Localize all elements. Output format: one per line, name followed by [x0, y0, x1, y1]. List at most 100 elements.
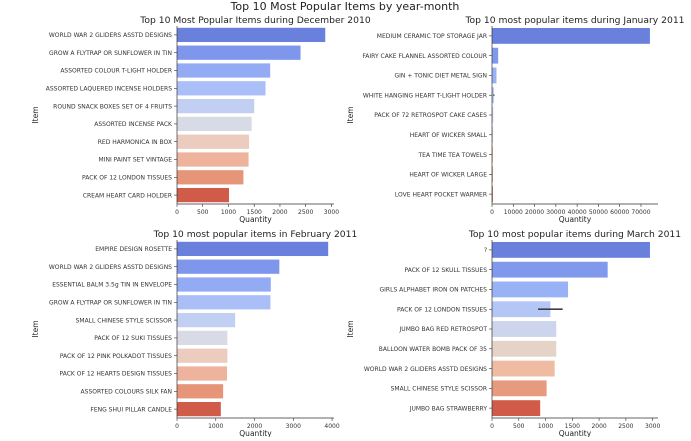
- y-tick-label: EMPIRE DESIGN ROSETTE: [95, 246, 172, 253]
- bar: [177, 170, 244, 185]
- y-tick-label: SMALL CHINESE STYLE SCISSOR: [76, 317, 172, 324]
- y-tick-label: FENG SHUI PILLAR CANDLE: [90, 406, 172, 413]
- y-tick-label: TEA TIME TEA TOWELS: [417, 152, 487, 159]
- bar: [177, 330, 228, 346]
- bar: [492, 301, 551, 318]
- y-tick-label: ROUND SNACK BOXES SET OF 4 FRUITS: [53, 103, 172, 110]
- y-tick-label: ASSORTED INCENSE PACK: [94, 121, 173, 128]
- x-tick-label: 1000: [538, 423, 553, 430]
- x-axis-label: Quantity: [559, 429, 592, 437]
- x-tick-label: 0: [175, 209, 179, 216]
- bar: [492, 186, 493, 203]
- y-tick-label: GROW A FLYTRAP OR SUNFLOWER IN TIN: [49, 50, 172, 57]
- panel-title: Top 10 Most Popular Items during Decembe…: [139, 15, 371, 26]
- bar: [177, 241, 329, 257]
- x-tick-label: 40000: [568, 209, 587, 216]
- x-tick-label: 1000: [208, 423, 223, 430]
- bar: [177, 98, 255, 114]
- panel-title: Top 10 most popular items in February 20…: [153, 229, 358, 240]
- y-tick-label: ASSORTED COLOURS SILK FAN: [81, 389, 172, 396]
- bar: [177, 384, 224, 399]
- y-tick-label: PACK OF 12 SUKI TISSUES: [94, 335, 172, 342]
- x-tick-label: 0: [175, 423, 179, 430]
- x-tick-label: 500: [197, 209, 209, 216]
- x-tick-label: 2000: [591, 423, 606, 430]
- y-tick-label: WHITE HANGING HEART T-LIGHT HOLDER: [363, 92, 487, 99]
- bar: [492, 281, 569, 298]
- bar: [492, 340, 557, 357]
- x-tick-label: 0: [490, 423, 494, 430]
- y-axis-label: Item: [346, 320, 355, 337]
- bar: [177, 366, 228, 381]
- y-tick-label: GROW A FLYTRAP OR SUNFLOWER IN TIN: [49, 300, 172, 307]
- x-axis-label: Quantity: [239, 215, 272, 224]
- bar: [492, 261, 608, 278]
- y-axis-label: Item: [31, 320, 40, 337]
- y-tick-label: GIRLS ALPHABET IRON ON PATCHES: [380, 287, 488, 294]
- x-tick-label: 1500: [247, 209, 262, 216]
- panel-title: Top 10 most popular items during March 2…: [468, 229, 681, 240]
- bar: [177, 312, 236, 328]
- x-tick-label: 2000: [247, 423, 262, 430]
- bar: [492, 241, 650, 258]
- bar: [492, 380, 547, 397]
- panel-4: Top 10 most popular items during March 2…: [346, 229, 681, 438]
- bar: [492, 67, 497, 84]
- bar: [492, 146, 493, 163]
- x-axis-label: Quantity: [559, 215, 592, 224]
- x-tick-label: 3000: [645, 423, 660, 430]
- bar: [177, 63, 271, 78]
- y-tick-label: ?: [484, 247, 487, 254]
- y-tick-label: CREAM HEART CARD HOLDER: [83, 192, 172, 199]
- x-tick-label: 60000: [610, 209, 629, 216]
- bar: [492, 107, 494, 123]
- x-tick-label: 20000: [525, 209, 544, 216]
- y-tick-label: HEART OF WICKER LARGE: [409, 172, 487, 179]
- bar: [177, 45, 301, 60]
- bar: [177, 187, 229, 203]
- bar: [177, 259, 280, 274]
- bar: [177, 348, 228, 363]
- y-tick-label: PACK OF 12 LONDON TISSUES: [397, 306, 487, 313]
- x-tick-label: 10000: [504, 209, 523, 216]
- bar: [492, 360, 555, 377]
- x-tick-label: 50000: [589, 209, 608, 216]
- y-tick-label: WORLD WAR 2 GLIDERS ASSTD DESIGNS: [49, 264, 172, 271]
- panel-title: Top 10 most popular items during January…: [464, 15, 684, 26]
- bar: [492, 47, 499, 64]
- bar: [492, 321, 557, 337]
- x-axis-label: Quantity: [239, 429, 272, 437]
- bar: [492, 166, 493, 183]
- x-tick-label: 1500: [565, 423, 580, 430]
- y-tick-label: SMALL CHINESE STYLE SCISSOR: [391, 386, 487, 393]
- x-tick-label: 2500: [618, 423, 633, 430]
- y-tick-label: MEDIUM CERAMIC TOP STORAGE JAR: [377, 33, 487, 40]
- x-tick-label: 1000: [221, 209, 236, 216]
- y-tick-label: PACK OF 12 LONDON TISSUES: [82, 175, 172, 182]
- x-tick-label: 30000: [546, 209, 565, 216]
- bar: [177, 277, 271, 292]
- y-tick-label: ASSORTED COLOUR T-LIGHT HOLDER: [60, 68, 172, 75]
- bar: [177, 134, 250, 149]
- bar: [177, 295, 271, 310]
- x-tick-label: 0: [490, 209, 494, 216]
- panel-3: Top 10 most popular items in February 20…: [31, 229, 358, 438]
- panel-2: Top 10 most popular items during January…: [346, 15, 685, 224]
- bar: [177, 27, 326, 43]
- y-tick-label: PACK OF 12 HEARTS DESIGN TISSUES: [60, 371, 173, 378]
- bar: [177, 401, 221, 417]
- y-tick-label: PACK OF 72 RETROSPOT CAKE CASES: [374, 112, 487, 119]
- x-tick-label: 3000: [324, 209, 339, 216]
- y-axis-label: Item: [346, 106, 355, 123]
- y-tick-label: ASSORTED LAQUERED INCENSE HOLDERS: [46, 86, 172, 93]
- y-tick-label: JUMBO BAG STRAWBERRY: [409, 405, 488, 412]
- x-tick-label: 4000: [324, 423, 339, 430]
- y-tick-label: WORLD WAR 2 GLIDERS ASSTD DESIGNS: [364, 366, 487, 373]
- bar: [177, 152, 249, 167]
- bar: [492, 87, 494, 104]
- y-tick-label: BALLOON WATER BOMB PACK OF 35: [379, 346, 487, 353]
- x-tick-label: 2500: [298, 209, 313, 216]
- bar: [177, 81, 266, 96]
